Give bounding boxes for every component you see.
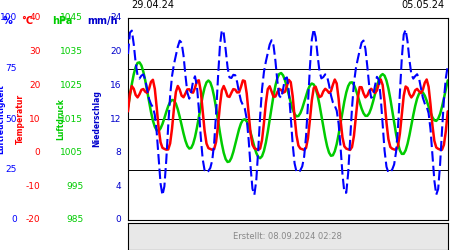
Text: 1025: 1025 [60, 81, 83, 90]
Text: -20: -20 [26, 216, 40, 224]
Text: 1015: 1015 [60, 114, 83, 124]
Text: hPa: hPa [52, 16, 72, 26]
Text: 0: 0 [35, 148, 40, 157]
Text: Luftdruck: Luftdruck [56, 98, 65, 140]
Text: 20: 20 [29, 81, 40, 90]
Text: 16: 16 [110, 81, 122, 90]
Text: 50: 50 [5, 114, 17, 124]
Text: 1005: 1005 [60, 148, 83, 157]
Text: %: % [2, 16, 12, 26]
Text: 20: 20 [110, 47, 122, 56]
Text: 12: 12 [110, 114, 122, 124]
Text: 100: 100 [0, 14, 17, 22]
Text: 29.04.24: 29.04.24 [131, 0, 174, 10]
Text: 985: 985 [66, 216, 83, 224]
Text: Luftfeuchtigkeit: Luftfeuchtigkeit [0, 84, 5, 154]
Text: 25: 25 [6, 165, 17, 174]
Text: Niederschlag: Niederschlag [92, 90, 101, 148]
Text: 0: 0 [11, 216, 17, 224]
Text: 8: 8 [116, 148, 122, 157]
Text: 1035: 1035 [60, 47, 83, 56]
Text: Temperatur: Temperatur [16, 94, 25, 144]
Text: -10: -10 [26, 182, 40, 191]
Text: Erstellt: 08.09.2024 02:28: Erstellt: 08.09.2024 02:28 [234, 232, 342, 241]
Text: 40: 40 [29, 14, 40, 22]
Text: 0: 0 [116, 216, 122, 224]
Text: 4: 4 [116, 182, 122, 191]
Text: mm/h: mm/h [88, 16, 118, 26]
Text: 75: 75 [5, 64, 17, 73]
Text: 1045: 1045 [60, 14, 83, 22]
Text: 30: 30 [29, 47, 40, 56]
Text: 10: 10 [29, 114, 40, 124]
Text: 995: 995 [66, 182, 83, 191]
Text: 24: 24 [110, 14, 122, 22]
Text: 05.05.24: 05.05.24 [401, 0, 445, 10]
Text: °C: °C [21, 16, 33, 26]
